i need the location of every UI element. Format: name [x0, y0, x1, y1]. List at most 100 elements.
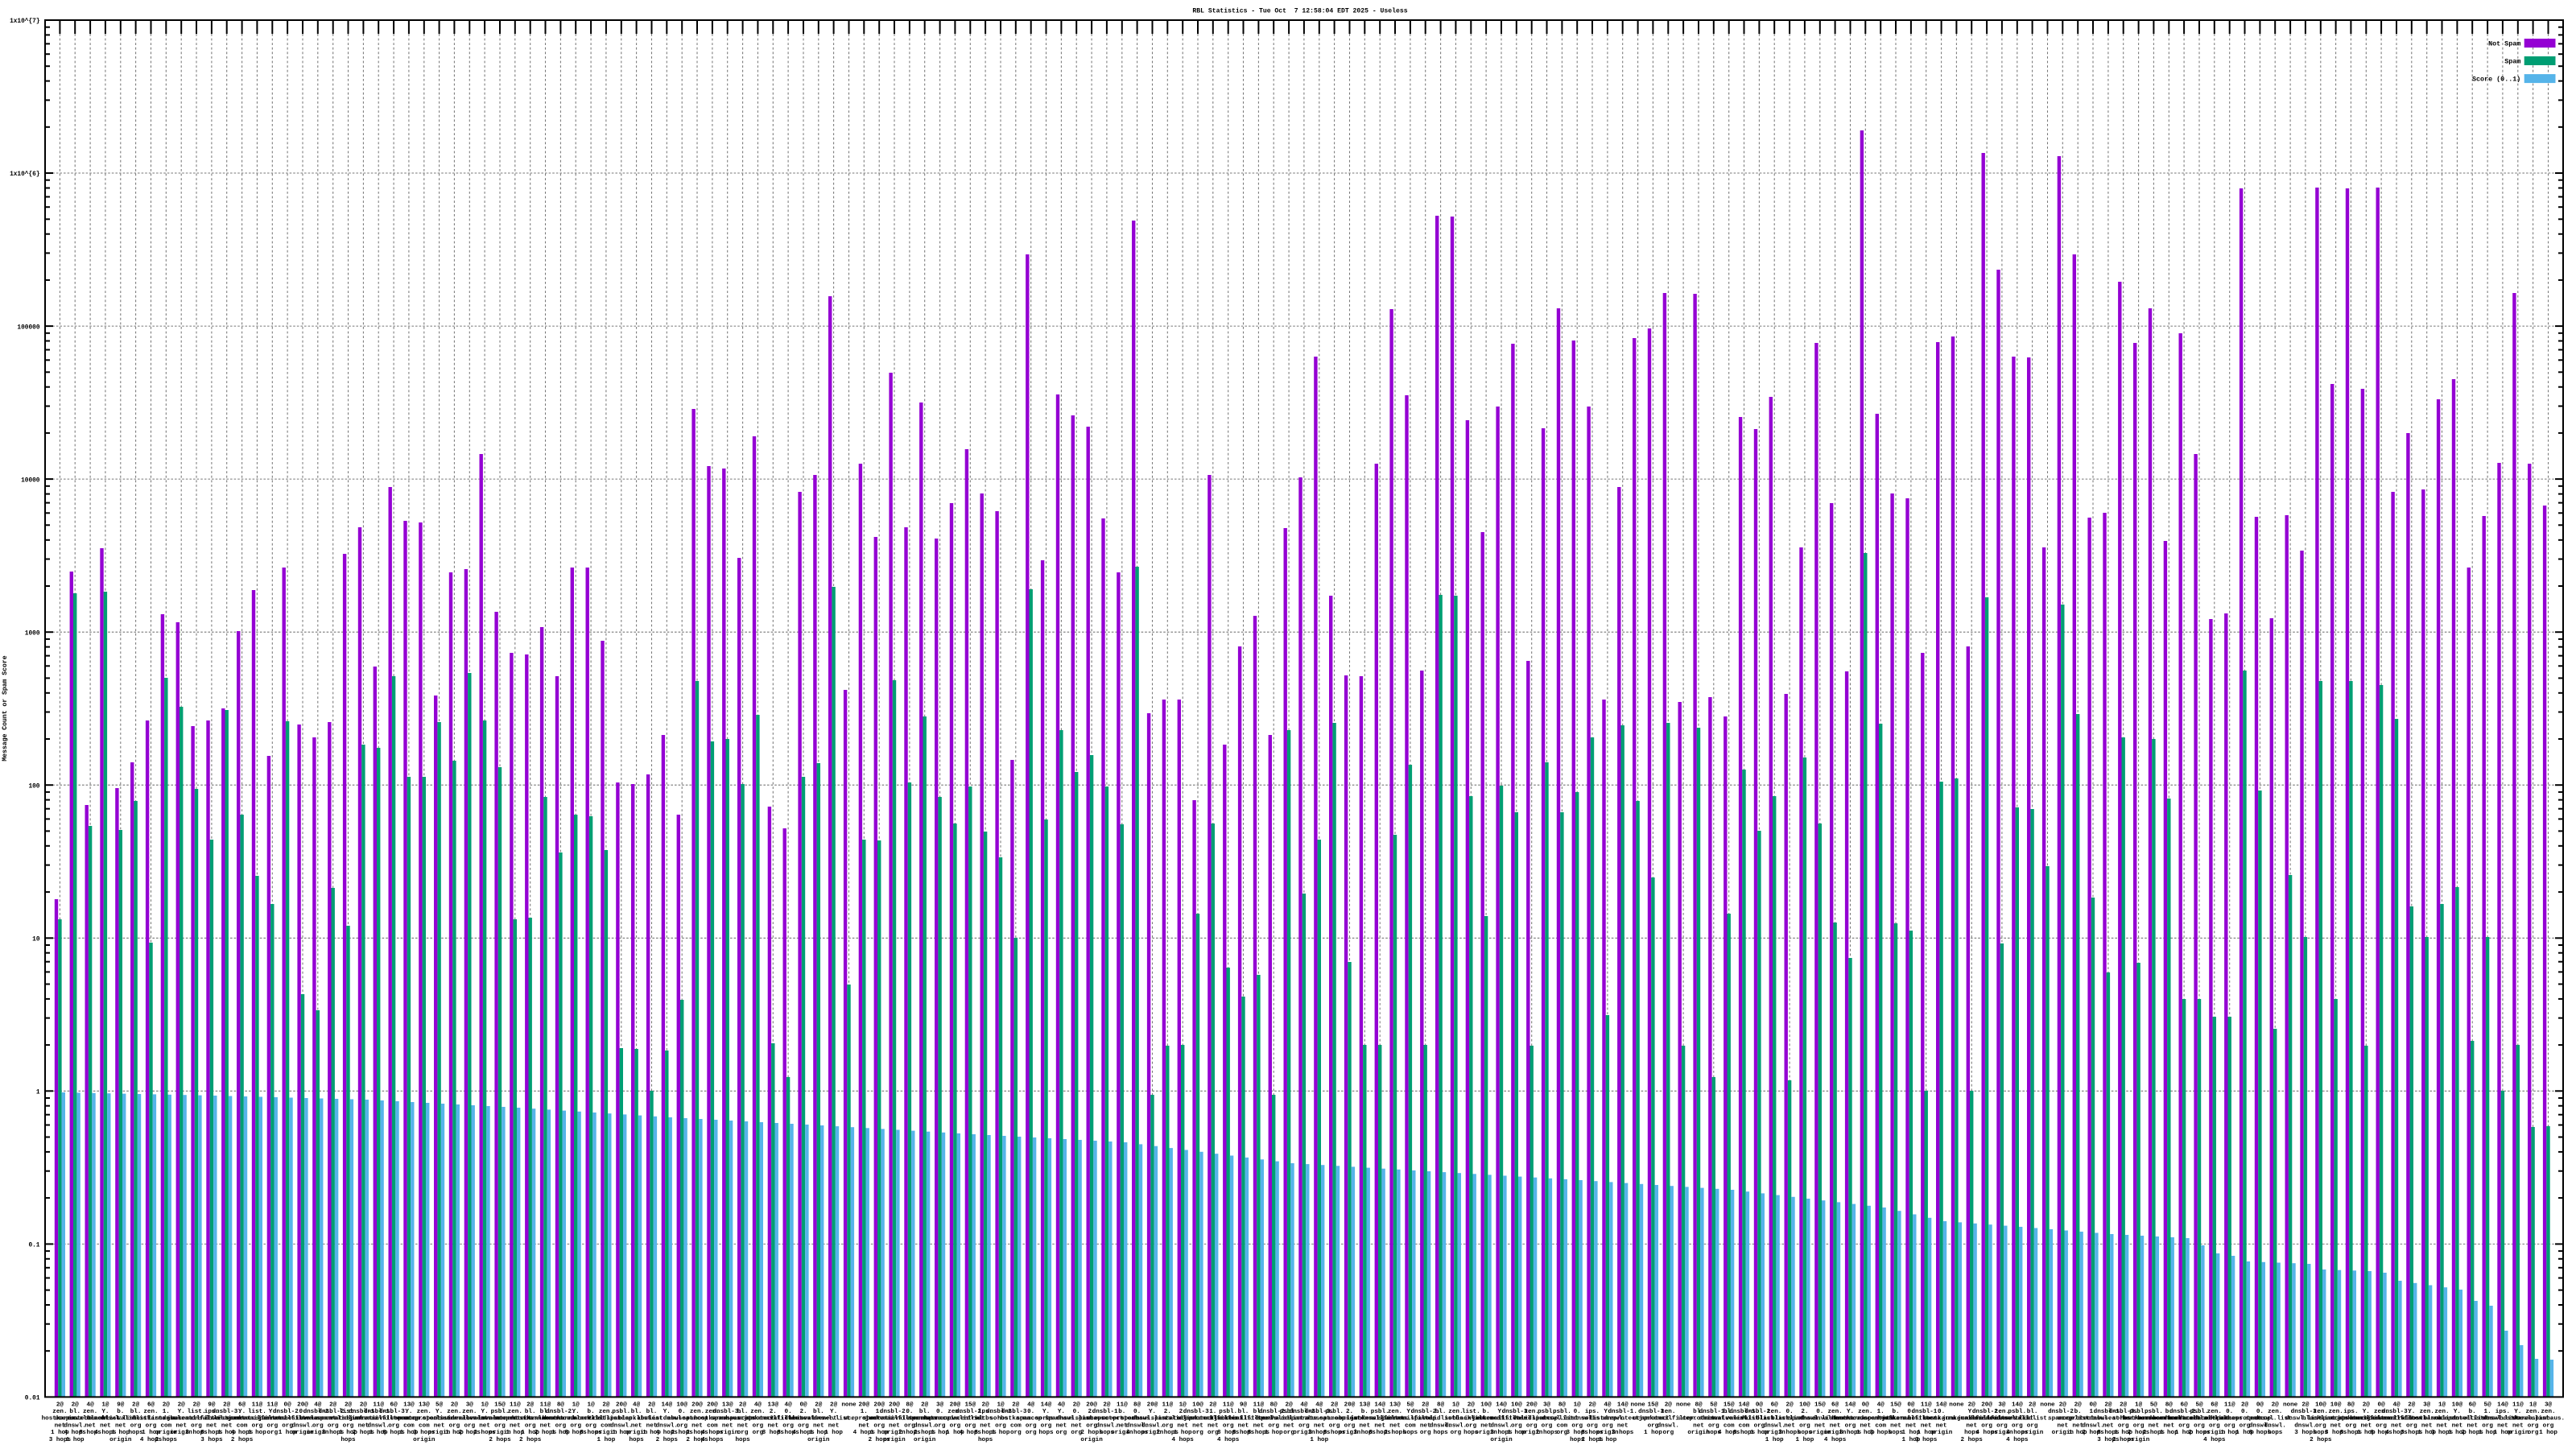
svg-text:org: org	[1026, 1422, 1037, 1429]
svg-text:org: org	[2027, 1422, 2038, 1429]
svg-text:Score (0..1): Score (0..1)	[2472, 76, 2520, 84]
svg-text:2 hops: 2 hops	[898, 1430, 921, 1436]
svg-text:2@: 2@	[1103, 1402, 1111, 1408]
svg-text:3 hops: 3 hops	[2097, 1437, 2120, 1443]
svg-text:zen.: zen.	[2328, 1409, 2343, 1415]
svg-text:5@: 5@	[2150, 1402, 2158, 1408]
svg-text:origin: origin	[171, 1430, 193, 1436]
svg-text:uceprotect.: uceprotect.	[2224, 1416, 2264, 1422]
svg-text:org: org	[798, 1422, 809, 1429]
svg-text:Y.: Y.	[436, 1409, 443, 1415]
svg-text:invaluement.: invaluement.	[448, 1416, 492, 1422]
svg-text:psbl.: psbl.	[1325, 1409, 1344, 1415]
svg-text:org: org	[1208, 1430, 1219, 1436]
svg-text:1.: 1.	[1877, 1409, 1885, 1415]
svg-text:dnsbl-2.: dnsbl-2.	[1259, 1409, 1288, 1415]
svg-text:2 hops: 2 hops	[1961, 1437, 1984, 1443]
svg-text:psbl.: psbl.	[1219, 1409, 1237, 1415]
svg-text:net: net	[540, 1422, 551, 1429]
svg-text:13@: 13@	[419, 1402, 430, 1408]
svg-text:Y.: Y.	[481, 1409, 489, 1415]
svg-text:1 hop: 1 hop	[142, 1430, 160, 1436]
svg-text:dnswl.list.: dnswl.list.	[2255, 1416, 2295, 1422]
svg-text:2@: 2@	[1468, 1402, 1476, 1408]
svg-text:15@: 15@	[494, 1402, 506, 1408]
svg-text:8@: 8@	[1695, 1402, 1703, 1408]
svg-text:barracudacentral.: barracudacentral.	[2168, 1416, 2230, 1422]
svg-text:Y.: Y.	[1604, 1409, 1611, 1415]
svg-text:11@: 11@	[373, 1402, 384, 1408]
svg-text:5@: 5@	[436, 1402, 444, 1408]
svg-text:8@: 8@	[1270, 1402, 1278, 1408]
svg-text:org: org	[2224, 1422, 2235, 1429]
svg-text:14@: 14@	[1617, 1402, 1629, 1408]
svg-text:dnsbl-2.: dnsbl-2.	[956, 1409, 985, 1415]
svg-text:2@: 2@	[1012, 1402, 1020, 1408]
svg-text:spamrats.: spamrats.	[1864, 1416, 1897, 1422]
svg-text:6@: 6@	[1831, 1402, 1839, 1408]
svg-text:org: org	[964, 1422, 976, 1429]
svg-text:spamcop.: spamcop.	[607, 1416, 636, 1422]
svg-text:3 hops: 3 hops	[200, 1437, 223, 1443]
svg-text:org: org	[252, 1422, 263, 1429]
svg-text:spamcop.: spamcop.	[2245, 1416, 2274, 1422]
svg-text:8 hops: 8 hops	[580, 1430, 602, 1436]
svg-text:org: org	[873, 1422, 885, 1429]
svg-text:org: org	[2528, 1422, 2539, 1429]
svg-text:5@: 5@	[2195, 1402, 2203, 1408]
svg-text:1 hop: 1 hop	[1174, 1430, 1192, 1436]
svg-text:14@: 14@	[2012, 1402, 2023, 1408]
svg-text:org: org	[130, 1422, 142, 1429]
svg-text:Y.: Y.	[1042, 1409, 1050, 1415]
svg-text:hops: hops	[735, 1437, 750, 1443]
svg-text:2@: 2@	[345, 1402, 353, 1408]
svg-text:8 hops: 8 hops	[200, 1430, 223, 1436]
svg-text:4 hops: 4 hops	[2203, 1437, 2226, 1443]
svg-text:0.: 0.	[1574, 1409, 1581, 1415]
svg-text:list.: list.	[1462, 1409, 1480, 1415]
svg-text:dnsbl-3.: dnsbl-3.	[2291, 1409, 2320, 1415]
svg-text:origin: origin	[2507, 1430, 2529, 1436]
svg-text:list.: list.	[188, 1409, 206, 1415]
svg-text:8 hops: 8 hops	[322, 1430, 345, 1436]
svg-text:net: net	[691, 1422, 703, 1429]
svg-text:1 hop: 1 hop	[66, 1437, 85, 1443]
svg-text:origin: origin	[595, 1430, 617, 1436]
svg-text:4@: 4@	[1027, 1402, 1035, 1408]
svg-text:dnsbl-2.: dnsbl-2.	[880, 1409, 909, 1415]
svg-text:spamrats.: spamrats.	[1151, 1416, 1184, 1422]
svg-text:origin: origin	[155, 1430, 178, 1436]
svg-text:dnsbl-2.: dnsbl-2.	[2169, 1409, 2198, 1415]
svg-text:dnswl.: dnswl.	[610, 1422, 632, 1429]
svg-text:blacklist.: blacklist.	[2302, 1416, 2339, 1422]
svg-text:listdnswl.: listdnswl.	[436, 1416, 473, 1422]
svg-text:dnswl.list.: dnswl.list.	[2513, 1416, 2553, 1422]
svg-text:origin: origin	[1764, 1430, 1786, 1436]
svg-text:bl.: bl.	[646, 1409, 658, 1415]
svg-text:uceprotect.: uceprotect.	[1678, 1416, 1719, 1422]
svg-text:org: org	[1086, 1422, 1097, 1429]
svg-text:1.: 1.	[2089, 1409, 2096, 1415]
svg-text:origin: origin	[716, 1430, 739, 1436]
svg-text:14@: 14@	[661, 1402, 672, 1408]
svg-text:org: org	[266, 1422, 278, 1429]
svg-text:invaluement.: invaluement.	[1464, 1416, 1509, 1422]
svg-text:Spam: Spam	[2504, 58, 2520, 66]
svg-text:origin: origin	[428, 1430, 451, 1436]
svg-text:hops: hops	[1707, 1430, 1722, 1436]
svg-text:1.: 1.	[876, 1409, 883, 1415]
svg-text:13@: 13@	[403, 1402, 415, 1408]
svg-text:1 hop: 1 hop	[1599, 1437, 1617, 1443]
svg-text:6@: 6@	[1771, 1402, 1779, 1408]
svg-text:origin: origin	[1475, 1430, 1497, 1436]
svg-text:hops: hops	[1570, 1437, 1585, 1443]
svg-text:dnswl.: dnswl.	[1764, 1422, 1785, 1429]
svg-text:org: org	[1329, 1422, 1340, 1429]
svg-text:net: net	[1617, 1422, 1629, 1429]
svg-text:0@: 0@	[2089, 1402, 2097, 1408]
svg-text:validlist.: validlist.	[1164, 1416, 1201, 1422]
svg-text:dnswl.: dnswl.	[368, 1422, 390, 1429]
svg-text:uceprotect.: uceprotect.	[1178, 1416, 1218, 1422]
svg-text:1@: 1@	[2438, 1402, 2446, 1408]
svg-text:20@: 20@	[616, 1402, 627, 1408]
